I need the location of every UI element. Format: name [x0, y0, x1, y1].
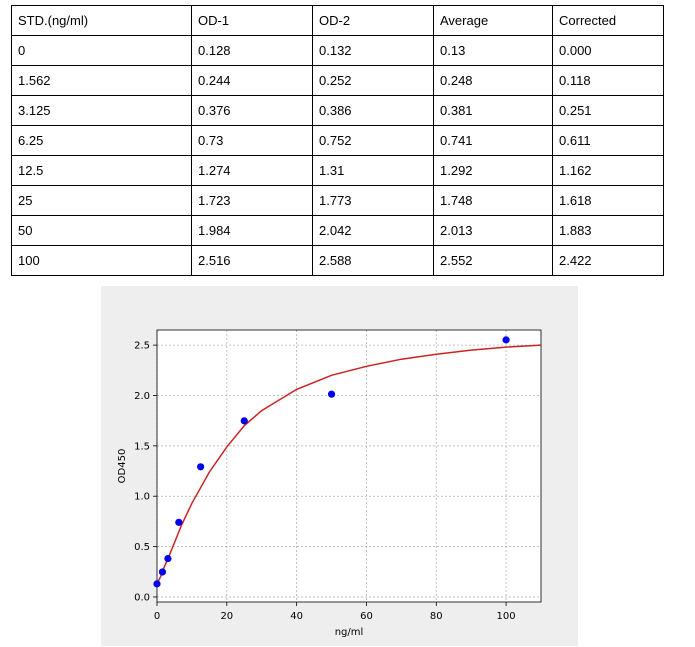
- table-row: 1.562 0.244 0.252 0.248 0.118: [11, 65, 664, 96]
- table-header-row: STD.(ng/ml) OD-1 OD-2 Average Corrected: [11, 5, 664, 36]
- table-cell: 0.386: [312, 95, 434, 126]
- data-point: [502, 336, 510, 344]
- table-cell: 1.562: [11, 65, 192, 96]
- table-cell: 1.31: [312, 155, 434, 186]
- data-point: [327, 390, 336, 398]
- x-tick-label: 40: [290, 611, 303, 622]
- data-point: [158, 568, 167, 576]
- table-cell: 0.381: [433, 95, 553, 126]
- table-row: 12.5 1.274 1.31 1.292 1.162: [11, 155, 664, 186]
- x-tick-label: 100: [497, 611, 516, 622]
- table-cell: 0.252: [312, 65, 434, 96]
- y-tick-label: 2.5: [134, 341, 150, 352]
- column-header: Average: [433, 5, 553, 36]
- table-cell: 1.292: [433, 155, 553, 186]
- table-row: 3.125 0.376 0.386 0.381 0.251: [11, 95, 664, 126]
- table-cell: 0.118: [552, 65, 664, 96]
- table-cell: 6.25: [11, 125, 192, 156]
- table-cell: 0.248: [433, 65, 553, 96]
- x-axis-label: ng/ml: [335, 627, 364, 638]
- table-cell: 1.274: [191, 155, 313, 186]
- data-point: [164, 554, 172, 563]
- y-tick-label: 1.0: [134, 492, 150, 503]
- table-cell: 0.13: [433, 35, 553, 66]
- table-cell: 2.516: [191, 245, 313, 276]
- table-cell: 0.132: [312, 35, 434, 66]
- data-point: [175, 518, 183, 526]
- table-cell: 0.000: [552, 35, 664, 66]
- table-row: 0 0.128 0.132 0.13 0.000: [11, 35, 664, 66]
- standard-curve-figure: 0 20 40 60 80 100 0.0 0.5 1.0 1.5 2.0 2.5 ng/ml OD450: [101, 286, 578, 646]
- column-header: Corrected: [552, 5, 664, 36]
- table-cell: 2.013: [433, 215, 553, 246]
- table-cell: 1.883: [552, 215, 664, 246]
- table-cell: 0.611: [552, 125, 664, 156]
- plot-frame: [156, 329, 542, 603]
- y-tick-label: 1.5: [134, 441, 150, 452]
- table-cell: 12.5: [11, 155, 192, 186]
- standard-table: STD.(ng/ml) OD-1 OD-2 Average Corrected 0 0.12…: [11, 5, 664, 276]
- table-cell: 3.125: [11, 95, 192, 126]
- data-point: [240, 417, 248, 425]
- y-tick-label: 0.5: [134, 542, 150, 553]
- column-header: OD-1: [191, 5, 313, 36]
- y-axis-label: OD450: [117, 449, 128, 484]
- table-cell: 100: [11, 245, 192, 276]
- table-cell: 2.042: [312, 215, 434, 246]
- x-tick-label: 0: [154, 611, 160, 622]
- table-cell: 50: [11, 215, 192, 246]
- table-row: 50 1.984 2.042 2.013 1.883: [11, 215, 664, 246]
- table-cell: 1.748: [433, 185, 553, 216]
- x-tick-label: 60: [360, 611, 373, 622]
- table-row: 25 1.723 1.773 1.748 1.618: [11, 185, 664, 216]
- x-tick-label: 20: [220, 611, 233, 622]
- table-cell: 1.723: [191, 185, 313, 216]
- table-cell: 0.752: [312, 125, 434, 156]
- table-row: 100 2.516 2.588 2.552 2.422: [11, 245, 664, 276]
- table-cell: 2.552: [433, 245, 553, 276]
- table-cell: 0.376: [191, 95, 313, 126]
- data-point: [197, 463, 205, 471]
- column-header: STD.(ng/ml): [11, 5, 192, 36]
- table-cell: 1.773: [312, 185, 434, 216]
- standard-curve-chart: 0 20 40 60 80 100 0.0 0.5 1.0 1.5 2.0 2.5 ng/ml OD450: [117, 329, 542, 638]
- table-cell: 1.618: [552, 185, 664, 216]
- plot-area: [157, 330, 541, 602]
- column-header: OD-2: [312, 5, 434, 36]
- table-cell: 25: [11, 185, 192, 216]
- table-cell: 1.162: [552, 155, 664, 186]
- table-cell: 2.588: [312, 245, 434, 276]
- data-point: [153, 580, 161, 588]
- table-cell: 1.984: [191, 215, 313, 246]
- y-tick-label: 2.0: [134, 391, 150, 402]
- table-cell: 0.244: [191, 65, 313, 96]
- table-cell: 0.128: [191, 35, 313, 66]
- y-tick-label: 0.0: [134, 592, 150, 603]
- table-row: 6.25 0.73 0.752 0.741 0.611: [11, 125, 664, 156]
- table-cell: 0: [11, 35, 192, 66]
- x-tick-label: 80: [430, 611, 443, 622]
- table-cell: 0.73: [191, 125, 313, 156]
- table-cell: 2.422: [552, 245, 664, 276]
- table-cell: 0.251: [552, 95, 664, 126]
- table-cell: 0.741: [433, 125, 553, 156]
